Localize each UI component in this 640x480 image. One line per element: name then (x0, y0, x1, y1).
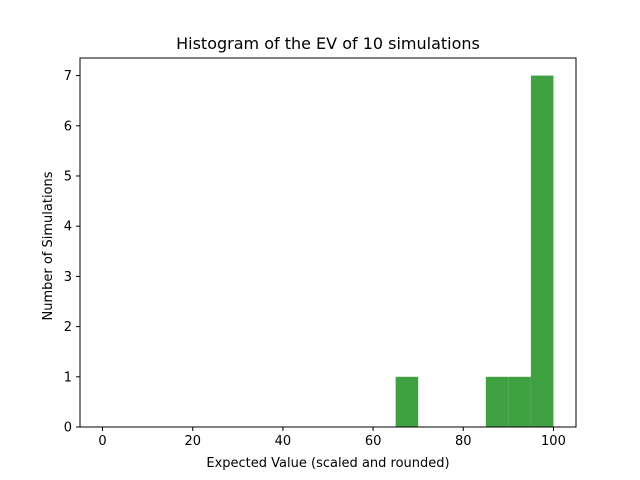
y-tick-label: 7 (64, 69, 72, 84)
y-tick-label: 6 (64, 119, 72, 134)
y-tick-label: 4 (64, 220, 72, 235)
y-tick-label: 2 (64, 320, 72, 335)
chart-title: Histogram of the EV of 10 simulations (176, 34, 480, 53)
y-tick-label: 3 (64, 270, 72, 285)
histogram-bar-90-95 (508, 376, 531, 427)
y-axis-ticks: 0 1 2 3 4 5 6 7 (64, 69, 80, 436)
x-tick-label: 20 (184, 434, 201, 449)
x-tick-label: 80 (455, 434, 472, 449)
y-axis-label: Number of Simulations (41, 171, 56, 320)
histogram-bar-65-70 (395, 376, 419, 427)
x-tick-label: 60 (365, 434, 382, 449)
x-axis-ticks: 0 20 40 60 80 100 (98, 427, 566, 449)
y-tick-label: 0 (64, 421, 72, 436)
bars-group (395, 75, 554, 428)
histogram-bar-95-100 (530, 75, 554, 428)
y-tick-label: 1 (64, 370, 72, 385)
y-tick-label: 5 (64, 169, 72, 184)
x-tick-label: 100 (541, 434, 566, 449)
x-tick-label: 0 (98, 434, 106, 449)
axes-frame (79, 57, 577, 428)
x-axis-label: Expected Value (scaled and rounded) (206, 456, 449, 471)
x-tick-label: 40 (275, 434, 292, 449)
histogram-bar-85-90 (485, 376, 509, 427)
